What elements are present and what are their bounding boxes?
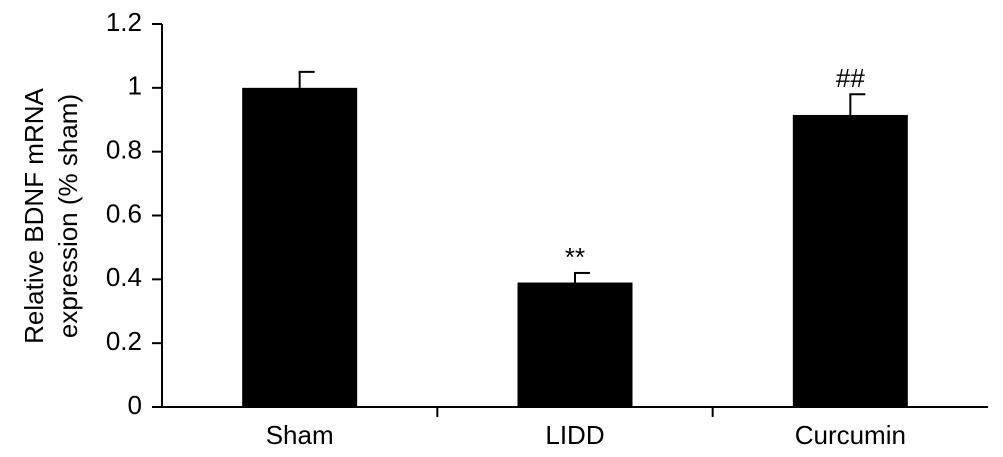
y-tick-label: 0.6 [106,198,142,228]
bar [242,87,358,407]
annotation: ## [836,63,865,93]
bar [792,114,908,408]
y-tick-label: 0.8 [106,135,142,165]
y-tick-label: 1.2 [106,7,142,37]
bar [517,282,633,407]
y-tick-label: 0.4 [106,262,142,292]
annotation: ** [565,242,585,272]
y-tick-label: 1 [128,71,142,101]
y-axis-label: Relative BDNF mRNA [19,87,49,343]
x-tick-label: Sham [266,420,334,450]
y-tick-label: 0 [128,390,142,420]
y-tick-label: 0.2 [106,326,142,356]
y-axis-label: expression (% sham) [53,94,83,338]
x-tick-label: Curcumin [795,420,906,450]
x-tick-label: LIDD [545,420,604,450]
